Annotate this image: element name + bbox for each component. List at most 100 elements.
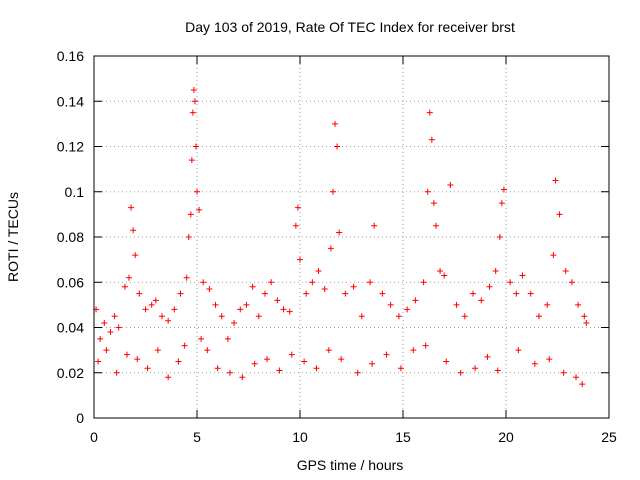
data-point — [575, 301, 582, 308]
data-point — [107, 329, 114, 336]
data-point — [224, 335, 231, 342]
data-point — [206, 286, 213, 293]
data-point — [379, 290, 386, 297]
data-point — [239, 374, 246, 381]
y-tick-label: 0.14 — [57, 93, 84, 109]
data-point — [268, 279, 275, 286]
data-point — [430, 200, 437, 207]
data-point — [101, 319, 108, 326]
data-point — [422, 342, 429, 349]
data-point — [426, 109, 433, 116]
data-point — [226, 369, 233, 376]
data-point — [95, 358, 102, 365]
data-point — [447, 181, 454, 188]
data-point — [126, 274, 133, 281]
data-point — [192, 143, 199, 150]
x-tick-label: 25 — [601, 429, 617, 445]
data-point — [443, 358, 450, 365]
data-point — [531, 360, 538, 367]
data-point — [428, 136, 435, 143]
data-point — [123, 351, 130, 358]
x-tick-label: 5 — [193, 429, 201, 445]
data-point — [327, 245, 334, 252]
data-point — [453, 301, 460, 308]
data-point — [354, 369, 361, 376]
data-point — [204, 347, 211, 354]
data-point — [292, 222, 299, 229]
data-point — [325, 347, 332, 354]
y-tick-label: 0.06 — [57, 274, 84, 290]
data-point — [332, 120, 339, 127]
data-point — [338, 356, 345, 363]
data-point — [288, 351, 295, 358]
data-point — [568, 279, 575, 286]
data-point — [519, 272, 526, 279]
data-point — [274, 297, 281, 304]
y-tick-label: 0 — [76, 410, 84, 426]
data-point — [544, 301, 551, 308]
tick-layer: 0 0.02 0.04 0.06 0.08 0.1 0.12 0.14 0.16 0 5 10 15 20… — [57, 48, 617, 445]
data-point — [103, 347, 110, 354]
grid-layer — [94, 56, 609, 418]
data-point — [148, 301, 155, 308]
x-tick-label: 20 — [498, 429, 514, 445]
data-point — [130, 227, 137, 234]
data-point — [154, 347, 161, 354]
data-point — [441, 272, 448, 279]
data-point — [560, 369, 567, 376]
data-point — [573, 374, 580, 381]
y-tick-label: 0.08 — [57, 229, 84, 245]
data-point — [251, 360, 258, 367]
x-tick-label: 15 — [395, 429, 411, 445]
data-point — [132, 252, 139, 259]
data-point — [249, 283, 256, 290]
data-point — [342, 290, 349, 297]
data-point — [500, 186, 507, 193]
data-point — [196, 206, 203, 213]
data-point — [321, 286, 328, 293]
data-point — [171, 306, 178, 313]
data-point — [194, 188, 200, 195]
data-point — [152, 297, 159, 304]
data-point — [264, 356, 271, 363]
data-point — [581, 313, 588, 320]
data-point — [313, 365, 320, 372]
data-point — [188, 157, 195, 164]
data-point — [583, 319, 590, 326]
data-point — [546, 356, 553, 363]
data-point — [329, 188, 336, 195]
data-point — [113, 369, 120, 376]
data-point — [190, 86, 197, 93]
data-point — [432, 222, 439, 229]
data-point — [383, 351, 390, 358]
data-point — [181, 342, 188, 349]
data-point — [294, 204, 301, 211]
data-point — [158, 313, 165, 320]
data-point — [507, 279, 514, 286]
data-point — [461, 313, 468, 320]
data-point — [496, 234, 503, 240]
data-point — [280, 306, 287, 313]
data-point — [395, 313, 402, 320]
data-point — [136, 290, 143, 297]
points-layer — [93, 86, 590, 388]
data-point — [97, 335, 104, 342]
data-point — [183, 274, 190, 281]
x-axis-label: GPS time / hours — [297, 457, 404, 473]
data-point — [128, 204, 135, 211]
data-point — [142, 306, 149, 313]
data-point — [177, 290, 184, 297]
y-tick-label: 0.04 — [57, 320, 84, 336]
data-point — [527, 290, 534, 297]
data-point — [498, 200, 505, 207]
data-point — [301, 358, 308, 365]
data-point — [243, 301, 250, 308]
data-point — [336, 229, 343, 236]
data-point — [134, 356, 141, 363]
data-point — [492, 267, 499, 274]
data-point — [214, 365, 221, 372]
data-point — [437, 267, 444, 274]
data-point — [424, 188, 431, 195]
plot-frame — [93, 55, 610, 419]
